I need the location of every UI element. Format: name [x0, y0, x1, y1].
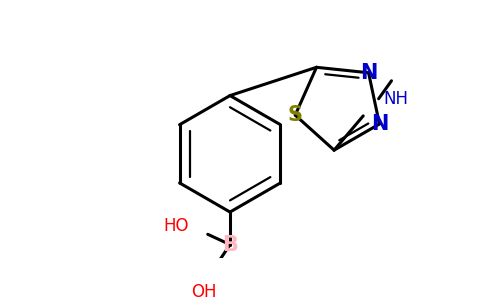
- Text: HO: HO: [164, 217, 189, 235]
- Text: B: B: [222, 235, 238, 255]
- Text: N: N: [360, 63, 377, 83]
- Text: NH: NH: [383, 90, 408, 108]
- Text: S: S: [287, 105, 302, 125]
- Text: N: N: [371, 114, 388, 134]
- Text: OH: OH: [192, 283, 217, 300]
